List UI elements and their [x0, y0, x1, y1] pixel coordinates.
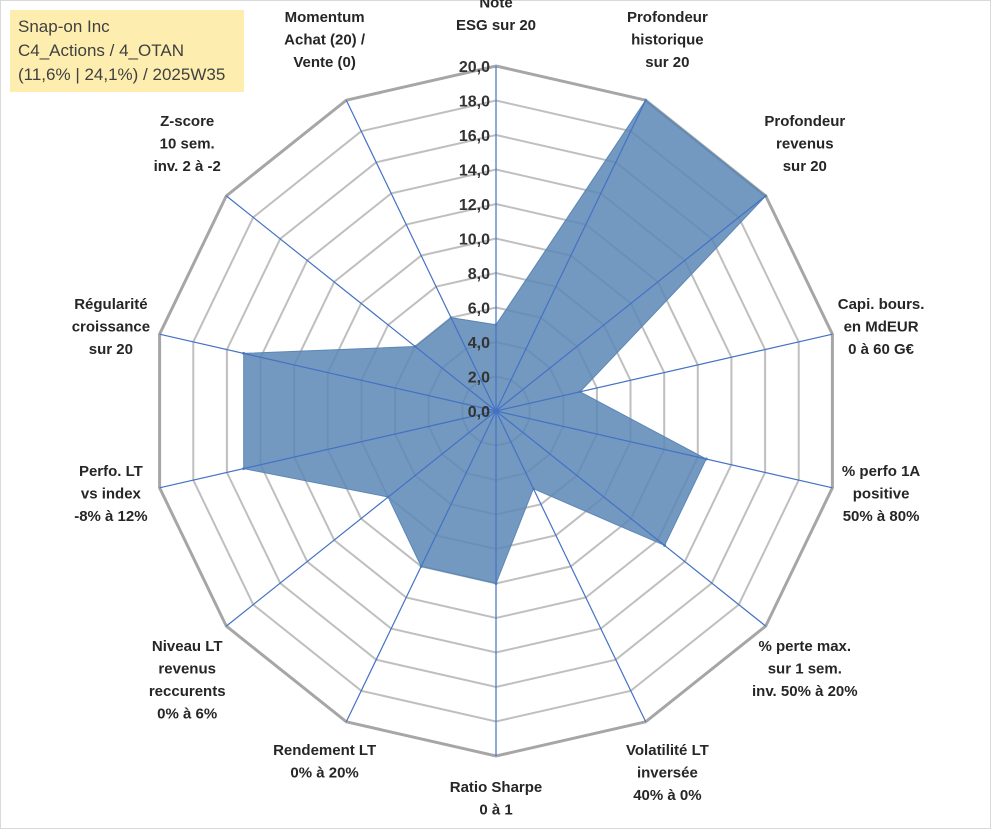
axis-label-line: historique: [631, 32, 704, 49]
axis-label-line: sur 20: [645, 54, 689, 71]
axis-label-line: 50% à 80%: [843, 508, 920, 525]
axis-label-line: inversée: [637, 764, 698, 781]
axis-label-line: sur 20: [89, 341, 133, 358]
axis-spoke: [495, 410, 647, 723]
tick-label: 2,0: [468, 370, 490, 387]
axis-spoke: [225, 410, 497, 627]
axis-label: Ratio Sharpe 0 à 1: [450, 779, 543, 819]
axis-label: Note ESG sur 20: [456, 0, 536, 34]
tick-label: 6,0: [468, 301, 490, 318]
axis-label-line: Note: [479, 0, 512, 12]
axis-label-line: Vente (0): [293, 54, 356, 71]
axis-label: Profondeur revenus sur 20: [764, 113, 845, 175]
axis-label: Capi. bours. en MdEUR 0 à 60 G€: [838, 296, 925, 358]
axis-spoke: [495, 333, 833, 412]
axis-label-line: Volatilité LT: [626, 742, 709, 759]
tick-label: 20,0: [459, 59, 490, 76]
axis-label-line: inv. 2 à -2: [154, 158, 221, 175]
axis-label-line: 10 sem.: [160, 136, 215, 153]
tick-label: 10,0: [459, 232, 490, 249]
tick-label: 16,0: [459, 128, 490, 145]
tick-label: 12,0: [459, 197, 490, 214]
tick-labels: 0,0 2,0 4,0 6,0 8,0 10,0 12,0 14,0 16,0 18,0 20,0: [459, 59, 490, 421]
axis-label-line: sur 1 sem.: [768, 660, 842, 677]
category-label: C4_Actions / 4_OTAN: [18, 41, 184, 60]
tick-label: 14,0: [459, 163, 490, 180]
tick-label: 18,0: [459, 94, 490, 111]
axis-labels: Note ESG sur 20 Profondeur historique sur 20…: [72, 0, 925, 819]
axis-label: Profondeur historique sur 20: [627, 9, 708, 71]
axis-label: Niveau LT revenus reccurents 0% à 6%: [149, 638, 226, 723]
axis-spoke: [495, 410, 767, 627]
axis-label-line: 0 à 1: [479, 802, 512, 819]
axis-spokes: [159, 66, 833, 756]
axis-spoke: [495, 99, 647, 412]
axis-label-line: % perte max.: [759, 638, 852, 655]
axis-label-line: Rendement LT: [273, 742, 376, 759]
axis-spoke: [495, 195, 767, 412]
axis-label-line: Momentum: [285, 9, 365, 26]
axis-spoke: [159, 410, 497, 489]
axis-label-line: Achat (20) /: [284, 32, 366, 49]
axis-label-line: Profondeur: [627, 9, 708, 26]
axis-label-line: reccurents: [149, 683, 226, 700]
tick-label: 8,0: [468, 266, 490, 283]
axis-label-line: Niveau LT: [152, 638, 223, 655]
axis-label-line: % perfo 1A: [842, 463, 921, 480]
axis-label-line: 0% à 6%: [157, 705, 217, 722]
axis-label-line: -8% à 12%: [74, 508, 147, 525]
axis-label-line: revenus: [158, 660, 216, 677]
axis-label-line: Capi. bours.: [838, 296, 925, 313]
tick-label: 0,0: [468, 404, 490, 421]
axis-label: % perte max. sur 1 sem. inv. 50% à 20%: [752, 638, 858, 700]
axis-label: % perfo 1A positive 50% à 80%: [842, 463, 921, 525]
axis-label-line: en MdEUR: [844, 319, 919, 336]
axis-label-line: Z-score: [160, 113, 214, 130]
axis-label-line: croissance: [72, 319, 150, 336]
info-box: Snap-on Inc C4_Actions / 4_OTAN (11,6% |…: [10, 10, 244, 92]
axis-label: Régularité croissance sur 20: [72, 296, 150, 358]
axis-label-line: 0% à 20%: [290, 764, 358, 781]
axis-label-line: 40% à 0%: [633, 787, 701, 804]
axis-label-line: vs index: [81, 485, 142, 502]
axis-label-line: Perfo. LT: [79, 463, 143, 480]
axis-spoke: [159, 333, 497, 412]
axis-label-line: sur 20: [783, 158, 827, 175]
axis-label: Rendement LT 0% à 20%: [273, 742, 376, 782]
axis-label: Z-score 10 sem. inv. 2 à -2: [154, 113, 221, 175]
axis-label-line: Régularité: [74, 296, 147, 313]
axis-spoke: [495, 410, 833, 489]
axis-label-line: revenus: [776, 136, 834, 153]
stats-label: (11,6% | 24,1%) / 2025W35: [18, 65, 226, 84]
company-name: Snap-on Inc: [18, 17, 110, 36]
axis-label-line: ESG sur 20: [456, 17, 536, 34]
tick-label: 4,0: [468, 335, 490, 352]
axis-spoke: [345, 410, 497, 723]
axis-label: Volatilité LT inversée 40% à 0%: [626, 742, 709, 804]
axis-spoke: [345, 99, 497, 412]
axis-label-line: inv. 50% à 20%: [752, 683, 858, 700]
axis-spoke: [225, 195, 497, 412]
axis-label-line: 0 à 60 G€: [848, 341, 915, 358]
axis-label: Momentum Achat (20) / Vente (0): [284, 9, 366, 71]
axis-label-line: positive: [853, 485, 910, 502]
axis-label: Perfo. LT vs index -8% à 12%: [74, 463, 147, 525]
axis-label-line: Profondeur: [764, 113, 845, 130]
axis-label-line: Ratio Sharpe: [450, 779, 543, 796]
